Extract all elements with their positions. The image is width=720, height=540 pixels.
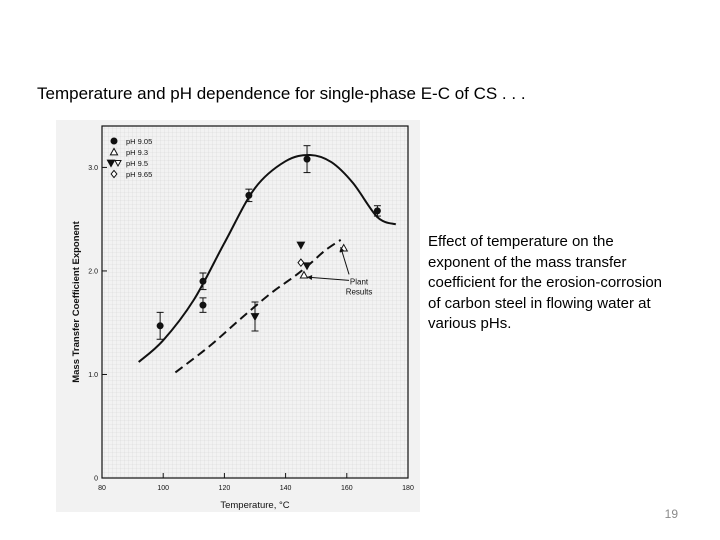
y-axis-label: Mass Transfer Coefficient Exponent — [71, 220, 82, 382]
legend-label: pH 9.3 — [126, 148, 148, 157]
data-point — [297, 258, 305, 268]
x-tick-label: 100 — [157, 485, 169, 492]
data-point — [303, 155, 311, 163]
legend-marker — [114, 160, 122, 168]
data-point — [296, 241, 306, 250]
y-tick-label: 1.0 — [88, 372, 98, 379]
legend-label: pH 9.05 — [126, 137, 152, 146]
dashed-fit-curve — [174, 239, 342, 374]
solid-fit-curve — [138, 153, 397, 363]
x-tick-label: 120 — [219, 485, 231, 492]
data-point — [199, 277, 207, 285]
legend-marker — [106, 159, 116, 168]
chart: 80 100 120 140 160 180 0 1.0 2.0 3.0 PlantResults… — [56, 120, 420, 512]
y-tick-label: 2.0 — [88, 268, 98, 275]
data-point — [299, 270, 309, 279]
x-tick-label: 140 — [280, 485, 292, 492]
data-point — [156, 322, 164, 330]
legend-label: pH 9.65 — [126, 170, 152, 179]
chart-figure: 80 100 120 140 160 180 0 1.0 2.0 3.0 Plant Results… — [56, 120, 420, 512]
x-tick-label: 160 — [341, 485, 353, 492]
annotation-text: Results — [346, 287, 373, 296]
data-point — [250, 313, 260, 322]
legend-marker — [109, 147, 119, 156]
annotation-arrowhead — [307, 275, 313, 281]
data-point — [199, 301, 207, 309]
legend-marker — [110, 137, 118, 145]
figure-caption: Effect of temperature on the exponent of… — [428, 233, 663, 332]
data-point — [302, 262, 312, 271]
data-point — [373, 207, 381, 215]
legend-marker — [110, 169, 118, 179]
y-tick-label: 0 — [94, 476, 98, 483]
legend-label: pH 9.5 — [126, 159, 148, 168]
annotation-arrow — [306, 276, 350, 281]
plot-frame — [101, 125, 409, 479]
annotation-text: Plant — [350, 277, 369, 286]
data-point — [245, 191, 253, 199]
slide-number: 19 — [664, 507, 678, 521]
annotation-arrowhead — [339, 247, 345, 253]
y-tick-label: 3.0 — [88, 165, 98, 172]
x-tick-label: 180 — [402, 485, 414, 492]
slide-title: Temperature and pH dependence for single… — [37, 84, 526, 103]
x-axis-label: Temperature, °C — [220, 500, 289, 511]
x-tick-label: 80 — [98, 485, 106, 492]
